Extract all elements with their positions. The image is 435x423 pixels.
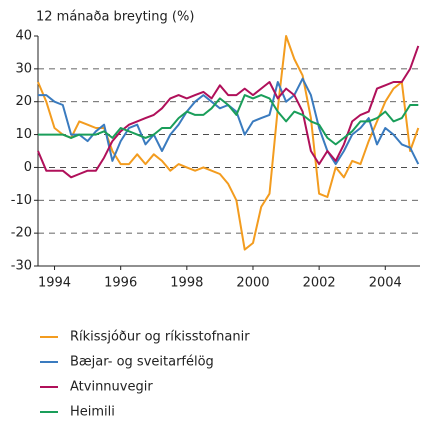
- series-line: [37, 45, 420, 179]
- chart-title: 12 mánaða breyting (%): [36, 10, 194, 25]
- x-tick-label: 2002: [303, 276, 336, 291]
- y-tick-label: 30: [15, 61, 32, 76]
- y-tick-label: -20: [11, 226, 32, 241]
- legend-label: Atvinnuvegir: [70, 380, 153, 395]
- legend-label: Bæjar- og sveitarfélög: [70, 355, 214, 370]
- x-tick-label: 1998: [170, 276, 203, 291]
- x-tick-label: 2004: [369, 276, 402, 291]
- legend-label: Heimili: [70, 405, 115, 420]
- series-line: [37, 35, 420, 251]
- x-tick-label: 1996: [104, 276, 137, 291]
- y-tick-label: 10: [15, 127, 32, 142]
- series-line: [38, 94, 419, 146]
- legend-label: Ríkissjóður og ríkisstofnanir: [70, 330, 250, 345]
- x-tick-label: 2000: [236, 276, 269, 291]
- y-tick-label: -30: [11, 259, 32, 274]
- x-tick-label: 1994: [38, 276, 71, 291]
- y-tick-label: 20: [15, 94, 32, 109]
- y-tick-label: -10: [11, 193, 32, 208]
- y-tick-label: 0: [24, 160, 32, 175]
- y-tick-label: 40: [15, 29, 32, 44]
